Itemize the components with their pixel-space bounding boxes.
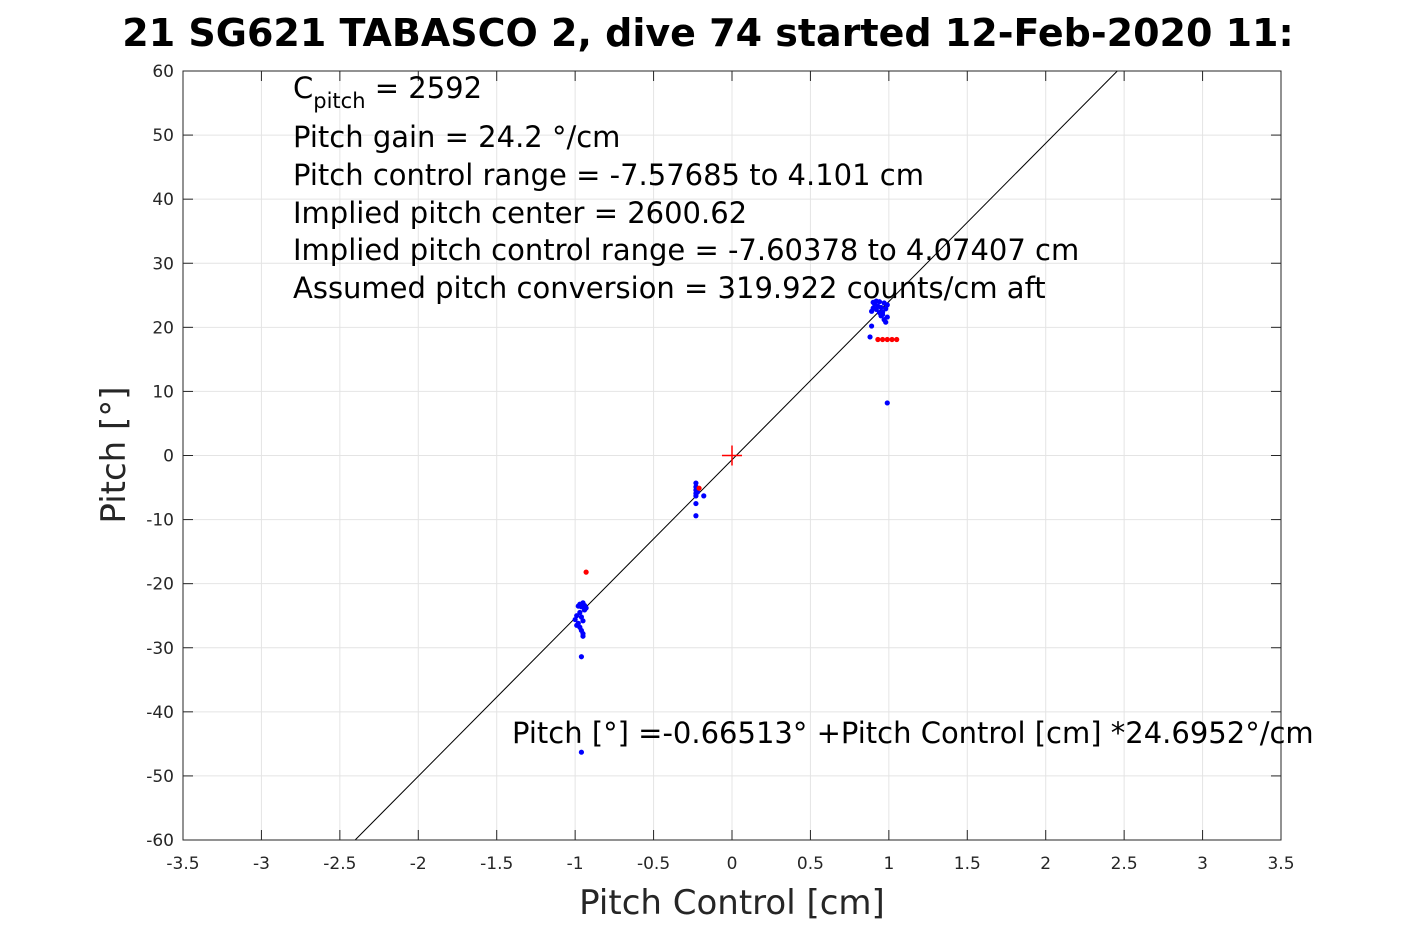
ticks: -3.5 -3 -2.5 -2 -1.5 -1 -0.5 0 0.5 1 1.5 2 2.5 3 3.5 -6… — [146, 62, 1294, 874]
y-tick-label: 30 — [152, 254, 174, 274]
center-marker — [722, 445, 742, 466]
annotation-block: Cpitch = 2592 Pitch gain = 24.2 °/cm Pit… — [293, 71, 1079, 305]
y-tick-label: -30 — [146, 639, 174, 659]
x-axis-label: Pitch Control [cm] — [579, 883, 885, 923]
x-tick-label: 2.5 — [1111, 854, 1138, 874]
red-data-point — [884, 336, 890, 343]
blue-data-point — [878, 304, 884, 311]
x-tick-label: -3 — [253, 854, 270, 874]
annotation-pitch-gain: Pitch gain = 24.2 °/cm — [293, 120, 620, 154]
x-tick-label: -1.5 — [480, 854, 513, 874]
annotation-cpitch: Cpitch = 2592 — [293, 71, 482, 113]
blue-data-point — [574, 622, 580, 628]
blue-data-point — [884, 314, 890, 320]
annotation-implied-center: Implied pitch center = 2600.62 — [293, 196, 747, 230]
annotation-conversion: Assumed pitch conversion = 319.922 count… — [293, 271, 1046, 305]
red-data-point — [583, 569, 589, 575]
y-tick-label: -50 — [146, 767, 174, 787]
red-data-point — [696, 485, 702, 491]
red-data-point — [875, 336, 881, 343]
y-tick-label: -10 — [146, 511, 174, 531]
blue-data-point — [578, 749, 585, 755]
blue-data-point — [581, 607, 588, 613]
blue-data-point — [580, 633, 586, 639]
x-tick-label: 1.5 — [954, 854, 981, 874]
blue-data-point — [693, 500, 699, 507]
x-tick-label: 3 — [1197, 854, 1208, 874]
cpitch-subscript: pitch — [313, 89, 365, 113]
blue-data-point — [580, 618, 586, 624]
chart-title: 21 SG621 TABASCO 2, dive 74 started 12-F… — [122, 11, 1293, 55]
x-tick-label: -0.5 — [637, 854, 670, 874]
y-tick-label: 10 — [152, 382, 174, 402]
red-data-point — [894, 336, 900, 343]
blue-data-point — [869, 323, 875, 329]
data-layer — [354, 70, 1118, 841]
x-tick-label: 0.5 — [797, 854, 824, 874]
blue-data-point — [577, 609, 583, 616]
annotation-implied-range: Implied pitch control range = -7.60378 t… — [293, 233, 1079, 267]
x-tick-label: 2 — [1040, 854, 1051, 874]
y-tick-label: 0 — [163, 447, 174, 467]
blue-data-point — [867, 334, 873, 340]
blue-data-point — [701, 493, 707, 499]
y-tick-label: -40 — [146, 703, 174, 723]
x-tick-label: 0 — [727, 854, 738, 874]
y-tick-label: 20 — [152, 318, 174, 338]
blue-data-point — [693, 480, 699, 486]
y-tick-label: 50 — [152, 126, 174, 146]
x-tick-label: -3.5 — [166, 854, 199, 874]
cpitch-value: = 2592 — [366, 71, 483, 105]
blue-data-point — [876, 309, 883, 316]
cpitch-base: C — [293, 71, 313, 105]
annotation-fit-equation: Pitch [°] =-0.66513° +Pitch Control [cm]… — [512, 716, 1314, 750]
y-tick-label: -60 — [146, 831, 174, 851]
blue-data-point — [873, 298, 879, 304]
x-tick-label: 1 — [883, 854, 894, 874]
y-axis-label: Pitch [°] — [94, 386, 134, 523]
y-tick-label: 40 — [152, 190, 174, 210]
red-data-point — [879, 336, 886, 343]
blue-data-point — [693, 513, 699, 519]
red-data-point — [889, 336, 895, 343]
y-tick-label: -20 — [146, 575, 174, 595]
blue-data-point — [572, 616, 578, 623]
blue-data-point — [884, 400, 890, 406]
x-tick-label: 3.5 — [1267, 854, 1294, 874]
y-tick-label: 60 — [152, 62, 174, 82]
x-tick-label: -2.5 — [323, 854, 356, 874]
blue-data-point — [578, 654, 585, 660]
blue-data-point — [884, 302, 890, 308]
blue-data-point — [883, 319, 889, 325]
x-tick-label: -2 — [410, 854, 427, 874]
x-tick-label: -1 — [567, 854, 584, 874]
annotation-control-range: Pitch control range = -7.57685 to 4.101 … — [293, 158, 924, 192]
